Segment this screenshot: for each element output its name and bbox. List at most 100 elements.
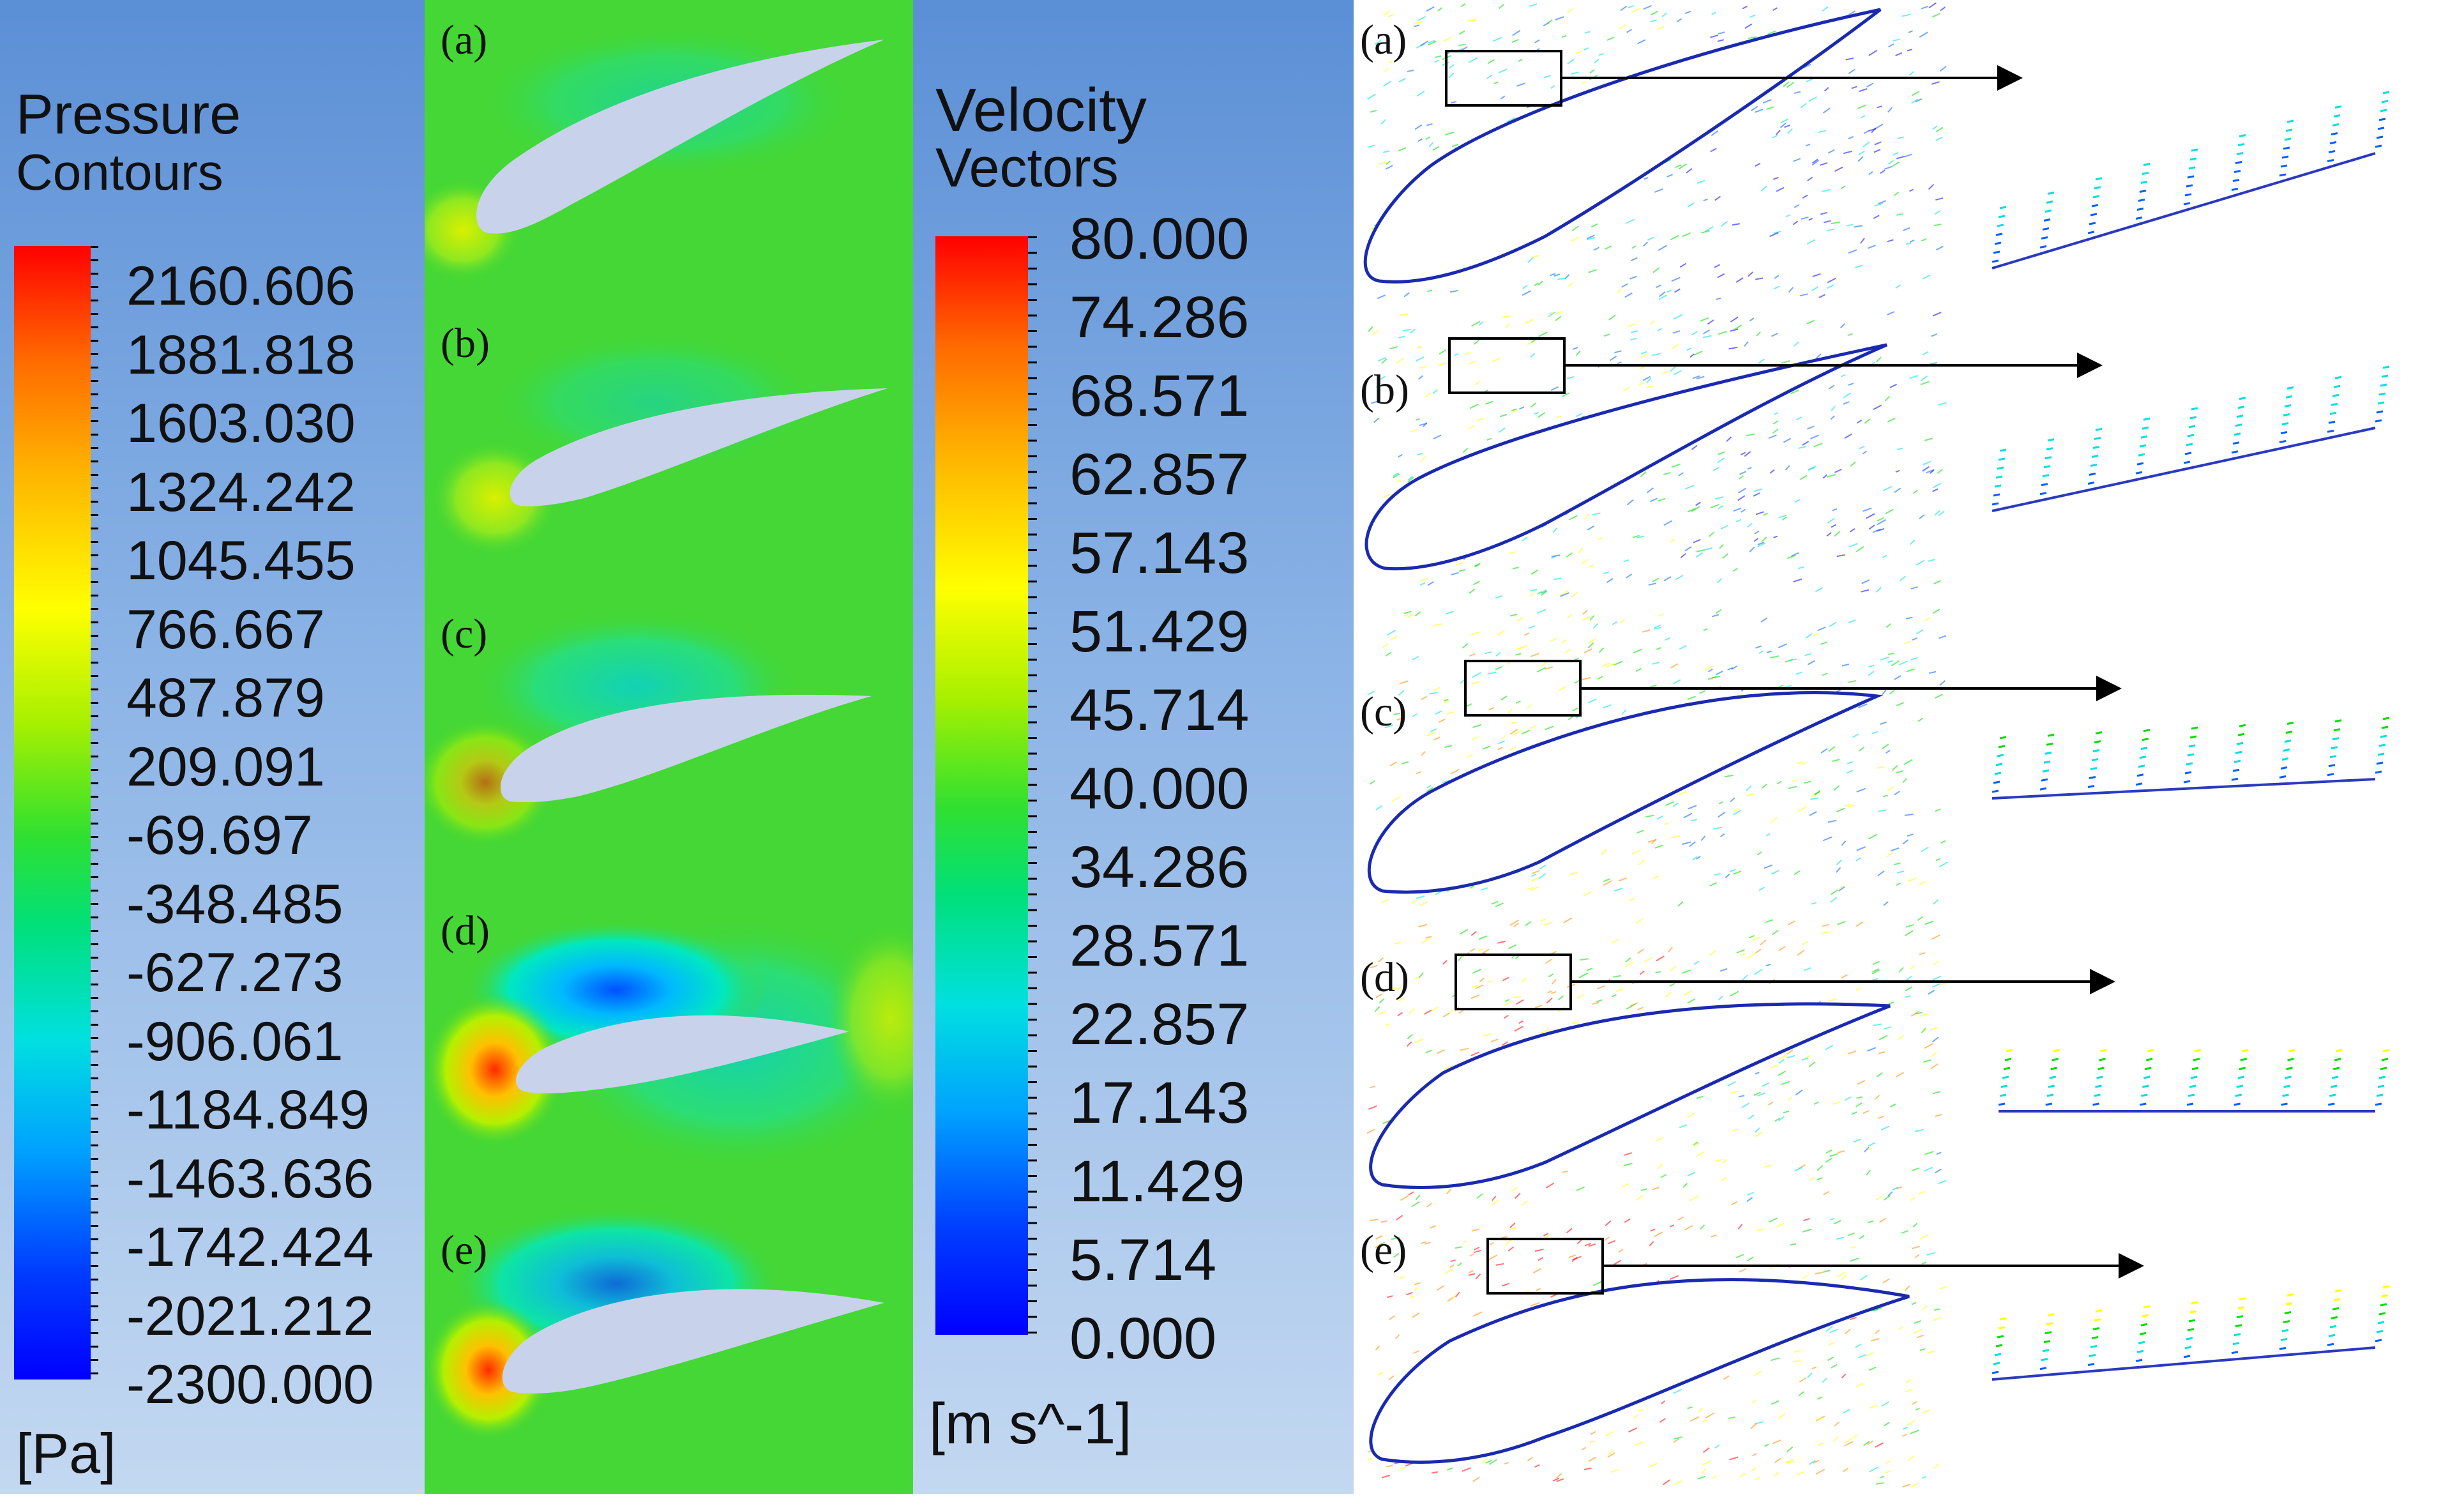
velocity-tick-label: 40.000 (1069, 756, 1250, 821)
velocity-vector-mark (1416, 771, 1421, 775)
velocity-vector-mark (1418, 972, 1425, 978)
velocity-vector-mark (1592, 623, 1598, 629)
velocity-vector-mark (1691, 506, 1700, 512)
velocity-vector-mark (1752, 1452, 1757, 1457)
velocity-vector-mark (1893, 151, 1899, 156)
velocity-vector-mark (1670, 538, 1675, 543)
velocity-vector-mark (1709, 882, 1718, 887)
velocity-vector-mark (1922, 351, 1929, 356)
velocity-vector-mark (1526, 704, 1532, 710)
velocity-vector-mark (1575, 413, 1583, 418)
velocity-vector-mark (1876, 1482, 1884, 1485)
velocity-vector-mark (1381, 1475, 1391, 1478)
velocity-vector-mark (1522, 536, 1528, 542)
velocity-vector-mark (1771, 1064, 1779, 1068)
velocity-vector-mark (1822, 673, 1828, 676)
velocity-vector-mark (1547, 991, 1552, 994)
detail-vector-mark (2138, 1341, 2145, 1344)
velocity-vector-mark (1513, 996, 1522, 999)
velocity-vector-mark (1833, 1436, 1839, 1442)
velocity-vector-mark (1815, 1468, 1825, 1475)
velocity-vector-mark (1803, 780, 1811, 784)
velocity-vector-mark (1654, 624, 1661, 629)
velocity-vector-mark (1733, 810, 1741, 816)
velocity-vector-mark (1425, 1049, 1432, 1054)
velocity-vector-mark (1379, 998, 1385, 1003)
detail-vector-mark (2375, 1102, 2382, 1106)
velocity-vector-mark (1543, 1233, 1549, 1236)
velocity-vector-mark (1366, 1128, 1375, 1134)
velocity-vector-mark (1787, 920, 1795, 925)
velocity-vector-mark (1503, 1014, 1509, 1019)
velocity-vector-mark (1472, 724, 1482, 728)
velocity-vector-mark (1757, 1092, 1766, 1097)
velocity-vector-mark (1671, 277, 1681, 282)
pressure-tick-label: 766.667 (126, 598, 325, 660)
velocity-vector-mark (1931, 1037, 1939, 1043)
velocity-vector-mark (1730, 316, 1739, 323)
velocity-vector-mark (1924, 920, 1934, 925)
detail-vector-mark (1999, 206, 2007, 209)
velocity-vector-mark (1873, 215, 1880, 219)
velocity-vector-mark (1555, 315, 1562, 321)
vector-panel-label-e: (e) (1360, 1227, 1407, 1273)
velocity-vector-mark (1742, 5, 1748, 10)
velocity-vector-mark (1700, 317, 1709, 322)
velocity-vector-mark (1469, 653, 1476, 657)
velocity-vector-mark (1603, 878, 1610, 883)
detail-vector-mark (2099, 1058, 2106, 1061)
velocity-vector-mark (1534, 1464, 1540, 1468)
velocity-vector-mark (1829, 1153, 1838, 1157)
velocity-vector-mark (1669, 1275, 1679, 1280)
velocity-vector-mark (1733, 870, 1742, 875)
velocity-vector-mark (1560, 589, 1569, 597)
velocity-vector-mark (1580, 958, 1589, 961)
velocity-vector-mark (1931, 1051, 1937, 1058)
velocity-vector-mark (1451, 572, 1459, 575)
velocity-vector-mark (1387, 987, 1396, 991)
velocity-vector-mark (1414, 24, 1420, 27)
detail-vector-mark (2233, 432, 2241, 436)
velocity-vector-mark (1687, 1406, 1693, 1410)
velocity-vector-mark (1695, 552, 1703, 558)
velocity-vector-mark (1687, 508, 1696, 513)
velocity-vector-mark (1589, 69, 1595, 74)
detail-vector-mark (2047, 1313, 2055, 1317)
detail-vector-mark (2231, 450, 2239, 454)
velocity-vector-mark (1895, 52, 1903, 57)
velocity-vector-mark (1462, 448, 1469, 453)
velocity-vector-mark (1705, 225, 1714, 232)
detail-vector-mark (2089, 776, 2096, 779)
detail-vector-mark (2286, 386, 2294, 390)
velocity-vector-mark (1787, 554, 1796, 559)
velocity-vector-mark (1558, 686, 1566, 692)
detail-vector-mark (2142, 1084, 2149, 1088)
velocity-vector-mark (1588, 1456, 1597, 1463)
velocity-vector-mark (1465, 351, 1471, 355)
velocity-vector-mark (1856, 857, 1861, 862)
velocity-vector-mark (1808, 1061, 1816, 1068)
pressure-tick-label: 1045.455 (126, 530, 356, 591)
velocity-vector-mark (1712, 466, 1720, 471)
velocity-vector-mark (1566, 376, 1575, 379)
detail-vector-mark (2048, 1084, 2055, 1088)
velocity-vector-mark (1429, 692, 1438, 695)
velocity-vector-mark (1432, 389, 1439, 395)
velocity-vector-mark (1539, 864, 1546, 870)
velocity-vector-mark (1389, 346, 1398, 350)
velocity-vector-mark (1785, 465, 1790, 471)
velocity-vector-mark (1862, 507, 1872, 512)
velocity-tick-label: 57.143 (1069, 521, 1250, 586)
velocity-vector-mark (1687, 202, 1695, 208)
velocity-vector-mark (1788, 786, 1797, 789)
velocity-vector-mark (1895, 469, 1900, 473)
velocity-vector-mark (1476, 418, 1484, 422)
velocity-vector-mark (1368, 326, 1373, 332)
detail-vector-mark (2087, 231, 2095, 234)
velocity-vector-mark (1575, 50, 1583, 54)
pressure-tick-label: 2160.606 (126, 255, 356, 317)
velocity-vector-mark (1562, 1170, 1568, 1173)
velocity-vector-mark (1778, 1413, 1786, 1419)
velocity-vector-mark (1869, 1466, 1878, 1473)
detail-vector-mark (2090, 1345, 2097, 1348)
